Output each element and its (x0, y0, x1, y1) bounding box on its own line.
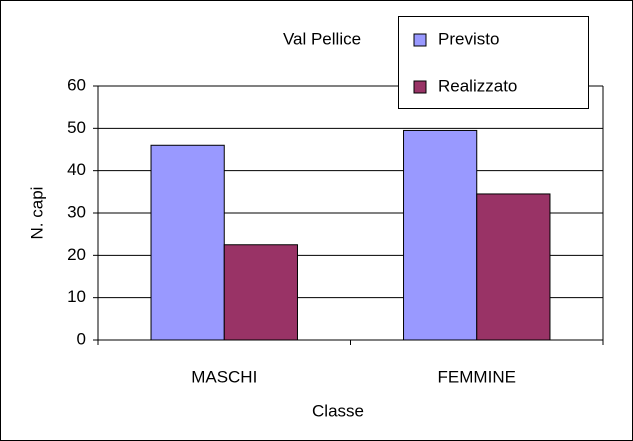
bar (150, 144, 225, 341)
legend-swatch (413, 80, 427, 94)
bar (403, 129, 478, 341)
y-tick-label: 0 (77, 329, 86, 348)
y-tick-label: 60 (67, 75, 86, 94)
x-axis-label: Classe (312, 401, 364, 420)
legend-label: Realizzato (438, 76, 517, 95)
bar (223, 244, 298, 341)
x-tick-label: MASCHI (191, 367, 257, 386)
y-tick-label: 10 (67, 287, 86, 306)
y-tick-label: 20 (67, 245, 86, 264)
bar (476, 193, 551, 341)
y-tick-label: 30 (67, 202, 86, 221)
y-tick-label: 40 (67, 160, 86, 179)
legend-swatch (413, 33, 427, 47)
y-tick-label: 50 (67, 118, 86, 137)
legend-label: Previsto (438, 29, 499, 48)
x-tick-label: FEMMINE (438, 367, 516, 386)
legend-box (398, 16, 589, 109)
chart-title: Val Pellice (283, 29, 361, 48)
y-axis-label: N. capi (27, 187, 46, 240)
